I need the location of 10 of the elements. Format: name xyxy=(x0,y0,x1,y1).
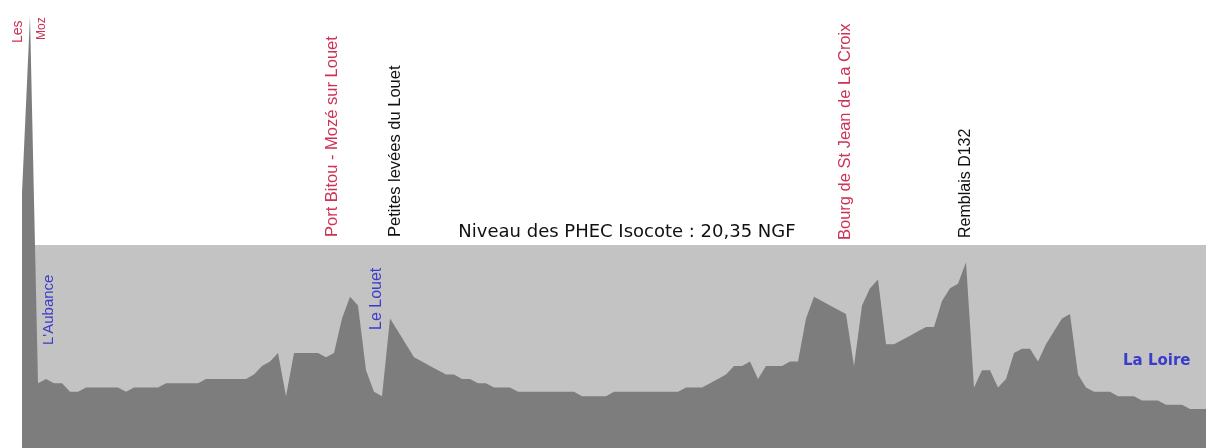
annotation: Bourg de St Jean de La Croix xyxy=(835,22,853,240)
annotation: Le Louet xyxy=(367,267,384,330)
annotation: Les xyxy=(9,20,25,43)
annotation: Remblais D132 xyxy=(956,128,973,238)
annotation: Moz xyxy=(34,17,48,40)
annotation: La Loire xyxy=(1123,351,1191,369)
band-label: Niveau des PHEC Isocote : 20,35 NGF xyxy=(458,219,796,241)
annotation: L'Aubance xyxy=(39,274,56,345)
annotation: Petites levées du Louet xyxy=(385,65,403,237)
annotation: Port Bitou - Mozé sur Louet xyxy=(322,35,340,237)
